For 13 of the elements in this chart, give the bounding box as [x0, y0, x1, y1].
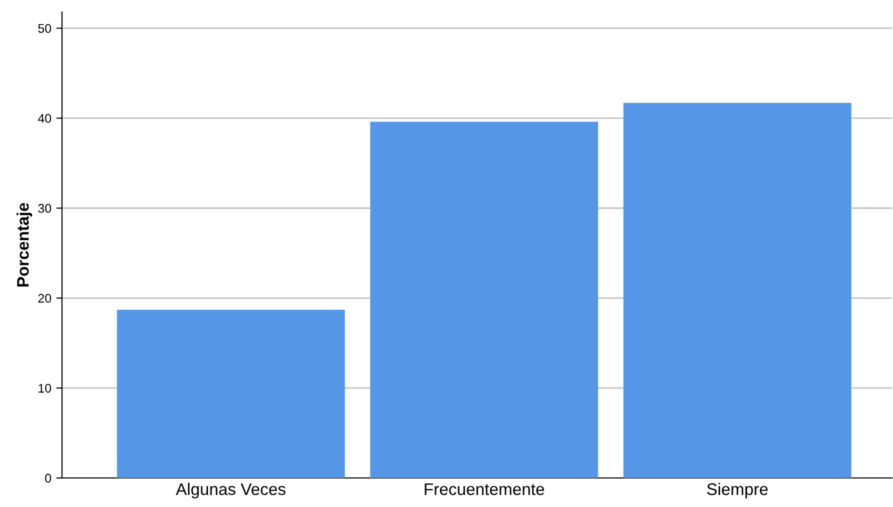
- x-tick-label: Siempre: [707, 482, 768, 498]
- y-tick-label: 0: [45, 474, 52, 483]
- x-tick-label: Frecuentemente: [424, 483, 544, 496]
- x-tick-label: Algunas Veces: [176, 482, 286, 498]
- bar: [370, 122, 598, 478]
- y-tick-label: 30: [38, 204, 52, 213]
- y-axis-title: Porcentaje: [16, 202, 32, 286]
- y-tick-label: 10: [38, 384, 52, 393]
- y-tick-label: 20: [38, 294, 52, 303]
- y-tick-label: 50: [38, 24, 52, 33]
- y-tick-label: 40: [38, 114, 52, 123]
- bar: [623, 102, 852, 478]
- bar: [116, 310, 345, 478]
